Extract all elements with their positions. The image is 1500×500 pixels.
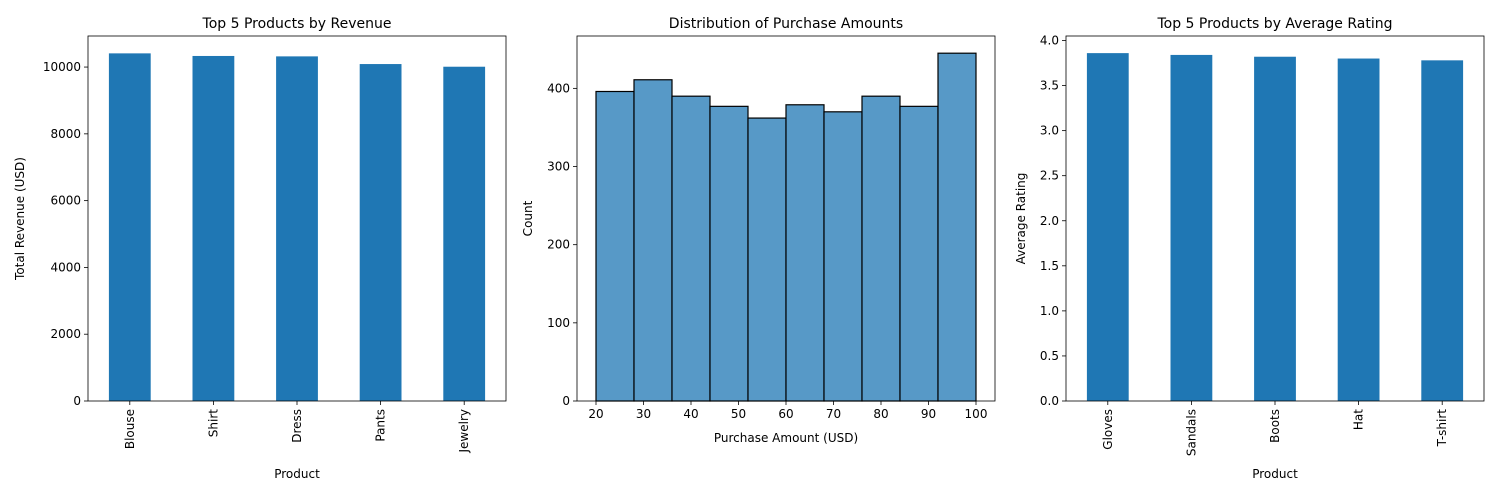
x-tick-label: Shirt [206,409,220,437]
x-tick-label: T-shirt [1435,409,1449,448]
chart-title: Distribution of Purchase Amounts [669,16,903,32]
y-tick-label: 2.0 [1040,214,1059,228]
x-tick-label: Dress [290,409,304,443]
y-tick-label: 4.0 [1040,34,1059,48]
axes-frame [576,35,996,402]
bar-pants [359,64,402,401]
subplot-2: Distribution of Purchase Amounts 20 30 40 50… [521,16,996,445]
x-tick-label: 70 [826,407,841,421]
histogram-bar-6 [785,104,825,402]
x-tick-label: Hat [1352,409,1366,430]
chart-title: Top 5 Products by Revenue [202,16,392,32]
histogram-bar-9 [899,105,939,402]
x-tick-label: 80 [873,407,888,421]
x-tick-label: 50 [731,407,746,421]
x-tick-label: 20 [588,407,603,421]
y-axis-label: Average Rating [1014,173,1028,265]
y-tick-label: 8000 [50,127,81,141]
histogram-bar-7 [823,111,863,402]
x-tick-label: Gloves [1101,409,1115,450]
x-tick-label: 40 [683,407,698,421]
bar-shirt [192,55,235,401]
histogram-bar-1 [595,90,635,402]
y-tick-label: 300 [547,160,570,174]
histogram-bar-10 [937,52,977,402]
y-tick-label: 3.0 [1040,124,1059,138]
bar-blouse [108,53,151,401]
bar-t-shirt [1421,60,1464,401]
axes-frame [1065,35,1485,402]
y-tick-label: 0 [562,394,570,408]
bar-sandals [1170,54,1213,401]
x-axis-label: Product [274,467,320,481]
y-tick-label: 200 [547,238,570,252]
y-tick-label: 0.5 [1040,349,1059,363]
chart-title: Top 5 Products by Average Rating [1156,16,1392,32]
y-tick-label: 1.0 [1040,304,1059,318]
y-tick-label: 3.5 [1040,79,1059,93]
x-tick-label: Sandals [1184,409,1198,456]
histogram-bar-5 [747,117,787,402]
x-tick-label: Pants [374,409,388,442]
x-axis-label: Product [1252,467,1298,481]
y-tick-label: 100 [547,316,570,330]
x-tick-label: Boots [1268,409,1282,443]
y-tick-label: 2000 [50,327,81,341]
subplot-3: Top 5 Products by Average Rating Gloves Sa… [1014,16,1485,481]
x-tick-label: 90 [921,407,936,421]
histogram-bar-2 [633,79,673,402]
axes-frame [87,35,507,402]
x-tick-label: 60 [778,407,793,421]
y-tick-label: 0.0 [1040,394,1059,408]
y-tick-label: 4000 [50,260,81,274]
y-tick-label: 2.5 [1040,169,1059,183]
x-tick-label: 100 [965,407,988,421]
y-axis-label: Count [521,200,535,236]
bar-boots [1254,56,1296,401]
histogram-bar-8 [861,95,901,402]
bar-jewelry [443,66,486,401]
y-tick-label: 400 [547,81,570,95]
y-tick-label: 6000 [50,194,81,208]
bar-hat [1337,58,1380,402]
bar-gloves [1086,53,1129,402]
y-axis-label: Total Revenue (USD) [13,157,27,281]
y-tick-label: 1.5 [1040,259,1059,273]
x-tick-label: Jewelry [457,409,471,454]
y-tick-label: 0 [73,394,81,408]
histogram-bar-4 [709,105,749,402]
histogram-bar-3 [671,95,711,402]
x-axis-label: Purchase Amount (USD) [714,431,858,445]
bar-dress [276,56,318,401]
x-tick-label: 30 [636,407,651,421]
x-tick-label: Blouse [123,409,137,449]
y-tick-label: 10000 [43,60,81,74]
subplot-1: Top 5 Products by Revenue Blouse Shirt Dres… [13,16,507,481]
